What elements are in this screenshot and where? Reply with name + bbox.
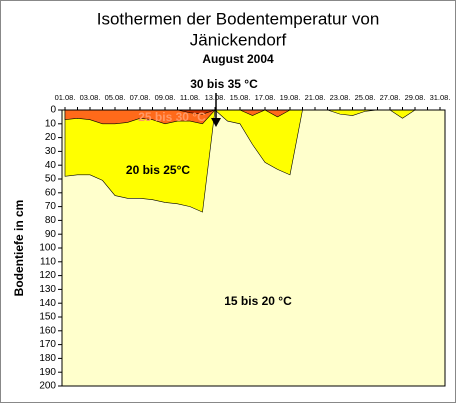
y-tick-label: 130 xyxy=(39,284,56,295)
y-tick-label: 160 xyxy=(39,325,56,336)
y-tick-label: 140 xyxy=(39,298,56,309)
annotation: 20 bis 25°C xyxy=(126,163,191,177)
y-tick-label: 20 xyxy=(45,132,57,143)
y-tick-label: 30 xyxy=(45,146,57,157)
x-tick-label: 27.08. xyxy=(380,93,401,102)
y-axis-label: Bodentiefe in cm xyxy=(12,200,26,297)
x-tick-label: 13.08. xyxy=(205,93,226,102)
x-tick-label: 25.08. xyxy=(355,93,376,102)
x-tick-label: 01.08. xyxy=(55,93,76,102)
x-tick-label: 09.08. xyxy=(155,93,176,102)
x-tick-label: 05.08. xyxy=(105,93,126,102)
y-tick-label: 0 xyxy=(50,105,56,116)
y-tick-label: 150 xyxy=(39,312,56,323)
chart-subtitle: August 2004 xyxy=(202,52,274,66)
y-tick-label: 190 xyxy=(39,367,56,378)
y-tick-label: 90 xyxy=(45,229,57,240)
x-tick-label: 29.08. xyxy=(405,93,426,102)
y-tick-label: 80 xyxy=(45,215,57,226)
chart-title: Isothermen der Bodentemperatur von xyxy=(97,9,380,28)
x-tick-label: 21.08. xyxy=(305,93,326,102)
y-tick-label: 100 xyxy=(39,243,56,254)
y-tick-label: 60 xyxy=(45,187,57,198)
x-tick-label: 15.08. xyxy=(230,93,251,102)
x-tick-label: 17.08. xyxy=(255,93,276,102)
chart-title: Jänickendorf xyxy=(190,30,287,49)
y-tick-label: 70 xyxy=(45,201,57,212)
x-tick-label: 19.08. xyxy=(280,93,301,102)
x-tick-label: 11.08. xyxy=(180,93,200,102)
y-tick-label: 110 xyxy=(40,256,56,267)
y-tick-label: 40 xyxy=(45,160,57,171)
y-tick-label: 10 xyxy=(45,118,57,129)
annotation-arrowhead xyxy=(211,118,221,127)
annotation: 30 bis 35 °C xyxy=(190,77,258,91)
x-tick-label: 03.08. xyxy=(80,93,101,102)
x-tick-label: 23.08. xyxy=(330,93,351,102)
y-tick-label: 180 xyxy=(39,353,56,364)
y-tick-label: 170 xyxy=(39,339,56,350)
x-tick-label: 31.08. xyxy=(430,93,451,102)
annotation: 25 bis 30 °C xyxy=(138,110,206,124)
y-tick-label: 120 xyxy=(39,270,56,281)
x-tick-label: 07.08. xyxy=(130,93,151,102)
annotation: 15 bis 20 °C xyxy=(224,294,292,308)
y-tick-label: 50 xyxy=(45,174,57,185)
y-tick-label: 200 xyxy=(39,381,56,392)
